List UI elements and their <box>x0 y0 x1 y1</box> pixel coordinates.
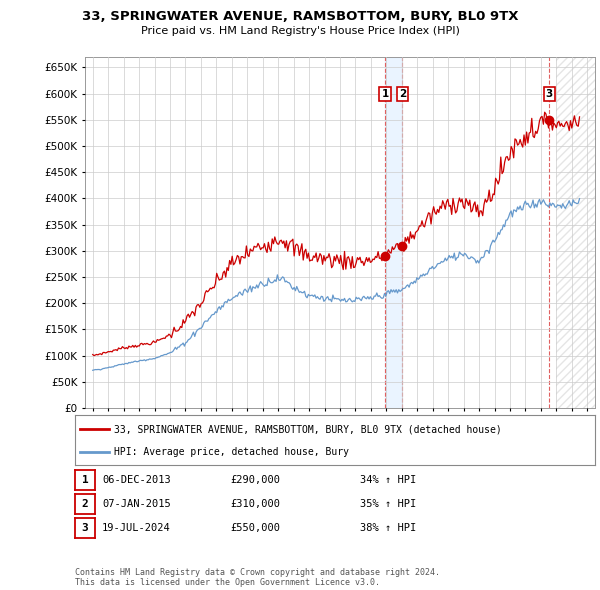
Text: Price paid vs. HM Land Registry's House Price Index (HPI): Price paid vs. HM Land Registry's House … <box>140 26 460 36</box>
Text: 1: 1 <box>382 89 389 99</box>
Text: 3: 3 <box>82 523 88 533</box>
Text: 33, SPRINGWATER AVENUE, RAMSBOTTOM, BURY, BL0 9TX: 33, SPRINGWATER AVENUE, RAMSBOTTOM, BURY… <box>82 10 518 23</box>
Text: 19-JUL-2024: 19-JUL-2024 <box>102 523 171 533</box>
Text: 2: 2 <box>82 499 88 509</box>
Bar <box>556 57 600 408</box>
Text: 35% ↑ HPI: 35% ↑ HPI <box>360 499 416 509</box>
Text: 33, SPRINGWATER AVENUE, RAMSBOTTOM, BURY, BL0 9TX (detached house): 33, SPRINGWATER AVENUE, RAMSBOTTOM, BURY… <box>114 424 502 434</box>
Text: £310,000: £310,000 <box>230 499 280 509</box>
Text: 1: 1 <box>82 475 88 485</box>
Text: 07-JAN-2015: 07-JAN-2015 <box>102 499 171 509</box>
Text: £290,000: £290,000 <box>230 475 280 485</box>
Text: HPI: Average price, detached house, Bury: HPI: Average price, detached house, Bury <box>114 447 349 457</box>
Text: 38% ↑ HPI: 38% ↑ HPI <box>360 523 416 533</box>
Text: 06-DEC-2013: 06-DEC-2013 <box>102 475 171 485</box>
Text: 2: 2 <box>398 89 406 99</box>
Text: 3: 3 <box>545 89 553 99</box>
Text: Contains HM Land Registry data © Crown copyright and database right 2024.
This d: Contains HM Land Registry data © Crown c… <box>75 568 440 587</box>
Text: £550,000: £550,000 <box>230 523 280 533</box>
Bar <box>385 57 402 408</box>
Text: 34% ↑ HPI: 34% ↑ HPI <box>360 475 416 485</box>
Bar <box>556 57 600 408</box>
